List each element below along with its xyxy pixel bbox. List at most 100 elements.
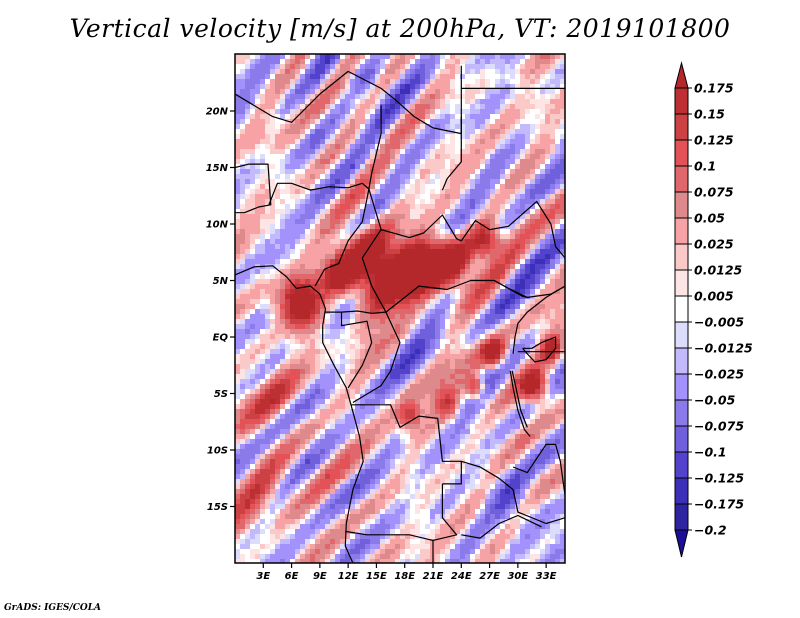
field-cell — [365, 224, 371, 230]
field-cell — [390, 329, 396, 335]
field-cell — [375, 64, 381, 70]
field-cell — [270, 119, 276, 125]
field-cell — [460, 384, 466, 390]
field-cell — [400, 234, 406, 240]
field-cell — [360, 339, 366, 345]
field-cell — [415, 269, 421, 275]
field-cell — [395, 199, 401, 205]
field-cell — [385, 89, 391, 95]
field-cell — [415, 339, 421, 345]
field-cell — [310, 274, 316, 280]
field-cell — [555, 379, 561, 385]
field-cell — [350, 429, 356, 435]
field-cell — [475, 129, 481, 135]
field-cell — [325, 229, 331, 235]
field-cell — [530, 339, 536, 345]
field-cell — [320, 189, 326, 195]
field-cell — [360, 79, 366, 85]
field-cell — [395, 189, 401, 195]
field-cell — [250, 234, 256, 240]
field-cell — [280, 99, 286, 105]
field-cell — [490, 129, 496, 135]
field-cell — [240, 99, 246, 105]
field-cell — [475, 54, 481, 60]
field-cell — [280, 304, 286, 310]
field-cell — [420, 274, 426, 280]
field-cell — [385, 204, 391, 210]
field-cell — [520, 339, 526, 345]
field-cell — [390, 369, 396, 375]
field-cell — [415, 369, 421, 375]
field-cell — [320, 384, 326, 390]
field-cell — [335, 294, 341, 300]
field-cell — [435, 359, 441, 365]
field-cell — [345, 199, 351, 205]
field-cell — [305, 184, 311, 190]
field-cell — [295, 74, 301, 80]
field-cell — [235, 189, 241, 195]
field-cell — [490, 79, 496, 85]
field-cell — [545, 79, 551, 85]
field-cell — [270, 264, 276, 270]
field-cell — [380, 319, 386, 325]
field-cell — [355, 394, 361, 400]
field-cell — [290, 369, 296, 375]
field-cell — [330, 94, 336, 100]
field-cell — [560, 209, 565, 215]
field-cell — [410, 359, 416, 365]
field-cell — [275, 124, 281, 130]
field-cell — [460, 129, 466, 135]
field-cell — [520, 354, 526, 360]
field-cell — [360, 119, 366, 125]
field-cell — [540, 309, 546, 315]
field-cell — [500, 114, 506, 120]
field-cell — [475, 314, 481, 320]
field-cell — [260, 139, 266, 145]
field-cell — [500, 124, 506, 130]
field-cell — [360, 134, 366, 140]
field-cell — [265, 184, 271, 190]
field-cell — [285, 224, 291, 230]
field-cell — [280, 399, 286, 405]
field-cell — [435, 354, 441, 360]
field-cell — [445, 194, 451, 200]
field-cell — [450, 299, 456, 305]
field-cell — [460, 269, 466, 275]
field-cell — [280, 109, 286, 115]
field-cell — [265, 319, 271, 325]
field-cell — [430, 274, 436, 280]
field-cell — [390, 399, 396, 405]
field-cell — [315, 364, 321, 370]
field-cell — [545, 234, 551, 240]
field-cell — [480, 199, 486, 205]
field-cell — [480, 94, 486, 100]
field-cell — [500, 334, 506, 340]
field-cell — [540, 269, 546, 275]
field-cell — [460, 244, 466, 250]
field-cell — [375, 249, 381, 255]
field-cell — [325, 259, 331, 265]
field-cell — [235, 144, 241, 150]
field-cell — [375, 344, 381, 350]
field-cell — [525, 299, 531, 305]
field-cell — [400, 259, 406, 265]
field-cell — [430, 264, 436, 270]
field-cell — [265, 154, 271, 160]
field-cell — [535, 369, 541, 375]
field-cell — [235, 309, 241, 315]
field-cell — [240, 169, 246, 175]
field-cell — [500, 199, 506, 205]
field-cell — [540, 229, 546, 235]
field-cell — [385, 369, 391, 375]
field-cell — [420, 124, 426, 130]
field-cell — [350, 399, 356, 405]
field-cell — [535, 64, 541, 70]
field-cell — [450, 189, 456, 195]
field-cell — [400, 214, 406, 220]
field-cell — [440, 339, 446, 345]
field-cell — [375, 384, 381, 390]
field-cell — [360, 359, 366, 365]
field-cell — [500, 149, 506, 155]
field-cell — [525, 199, 531, 205]
field-cell — [380, 309, 386, 315]
